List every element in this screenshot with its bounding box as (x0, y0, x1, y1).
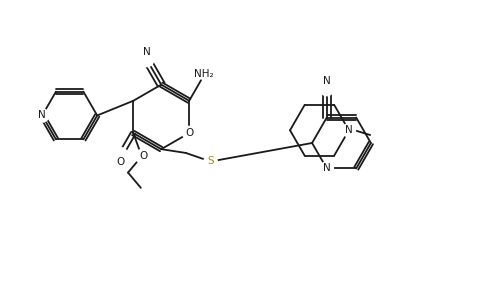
Circle shape (135, 150, 148, 163)
Circle shape (320, 82, 333, 96)
Text: S: S (207, 156, 214, 166)
Circle shape (320, 162, 333, 175)
Text: N: N (38, 110, 46, 120)
Text: N: N (323, 164, 331, 174)
Text: NH₂: NH₂ (194, 69, 213, 79)
Text: N: N (323, 76, 331, 86)
Circle shape (35, 109, 49, 122)
Text: O: O (185, 128, 194, 138)
Text: O: O (139, 151, 147, 161)
Text: N: N (345, 125, 353, 135)
Circle shape (140, 53, 154, 67)
Circle shape (114, 148, 127, 161)
Circle shape (342, 124, 355, 137)
Text: N: N (143, 47, 151, 57)
Text: O: O (116, 156, 124, 166)
Circle shape (204, 155, 217, 168)
Circle shape (182, 126, 196, 140)
